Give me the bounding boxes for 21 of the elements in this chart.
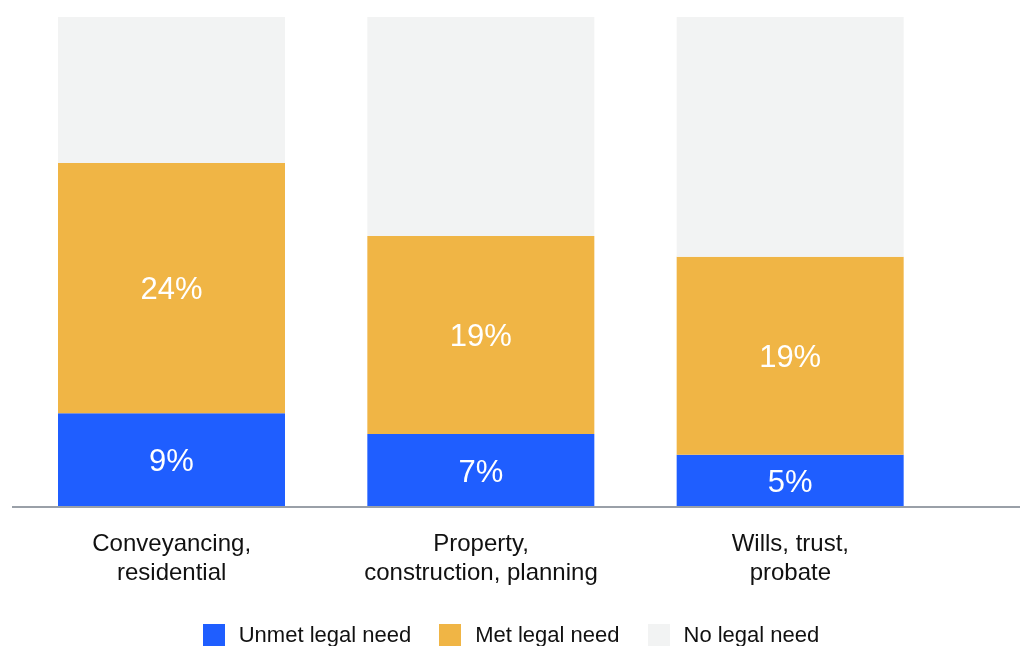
bar [367, 17, 595, 236]
data-label: 5% [767, 463, 813, 499]
bar [367, 235, 595, 435]
bar [676, 256, 904, 455]
x-tick-label: Wills, trust, probate [731, 529, 849, 585]
legend-label: Met legal need [475, 622, 620, 646]
bar [58, 413, 285, 507]
x-tick-label: Conveyancing, residential [92, 529, 252, 585]
x-tick-label: Property, construction, planning [364, 529, 598, 585]
data-label: 19% [449, 317, 512, 353]
bar [676, 454, 904, 507]
data-label: 24% [140, 271, 203, 307]
legend-label: No legal need [683, 622, 820, 646]
data-label: 7% [458, 453, 504, 489]
data-label: 9% [149, 443, 194, 479]
bar [676, 17, 904, 257]
bar [367, 434, 595, 507]
data-label: 19% [759, 338, 822, 374]
bar [58, 162, 285, 414]
legend-label: Unmet legal need [238, 622, 412, 646]
bar [58, 17, 285, 163]
